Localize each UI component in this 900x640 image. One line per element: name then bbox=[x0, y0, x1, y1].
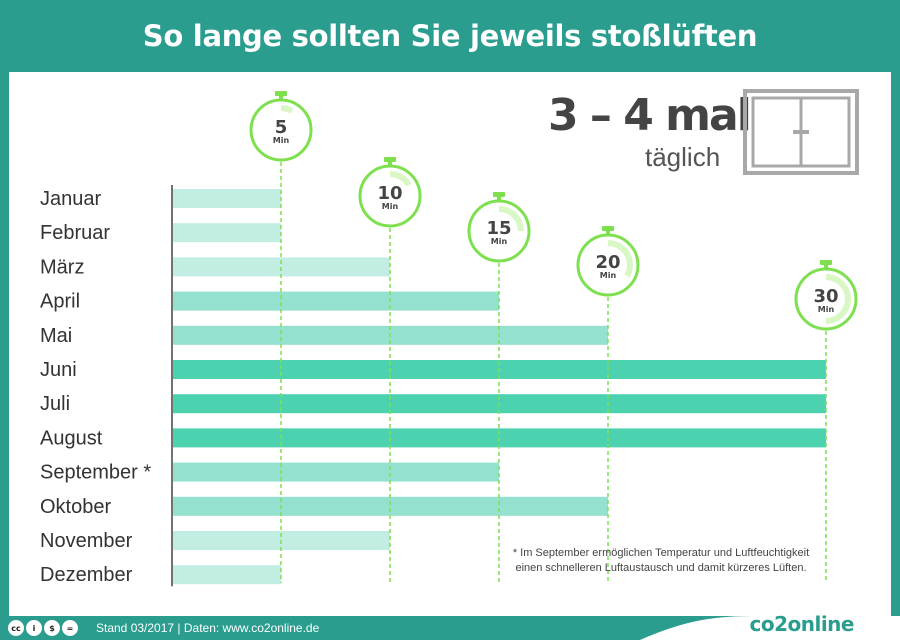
timer-unit: Min bbox=[273, 136, 290, 145]
timer-knob bbox=[820, 260, 832, 265]
frequency-sub: täglich bbox=[645, 142, 721, 172]
bar-januar bbox=[173, 189, 281, 208]
timer-knob bbox=[275, 91, 287, 96]
bar-oktober bbox=[173, 496, 608, 516]
timer-face bbox=[371, 177, 409, 215]
timer-stem bbox=[279, 95, 283, 100]
timer-unit: Min bbox=[491, 237, 508, 246]
timer-face bbox=[589, 246, 627, 284]
frequency-main: 3 – 4 mal bbox=[548, 90, 752, 141]
timer-face bbox=[807, 280, 845, 318]
footer: cc i $ = Stand 03/2017 | Daten: www.co2o… bbox=[0, 612, 900, 640]
timer-knob bbox=[602, 226, 614, 231]
timer-face bbox=[262, 111, 300, 149]
bar-august bbox=[173, 428, 826, 448]
header: So lange sollten Sie jeweils stoßlüften bbox=[0, 0, 900, 72]
footnote: * Im September ermöglichen Temperatur un… bbox=[486, 546, 836, 576]
timer-stem bbox=[606, 230, 610, 235]
month-label: Februar bbox=[40, 222, 110, 244]
month-label: September * bbox=[40, 462, 151, 484]
bar-februar bbox=[173, 223, 281, 243]
timer-stem bbox=[824, 264, 828, 269]
noderivatives-icon: = bbox=[62, 620, 78, 636]
footer-background bbox=[0, 616, 900, 640]
brand-logo: co2online bbox=[749, 612, 854, 636]
month-label: Dezember bbox=[40, 564, 133, 586]
timer-unit: Min bbox=[818, 305, 835, 314]
month-label: März bbox=[40, 256, 84, 278]
timer-unit: Min bbox=[382, 202, 399, 211]
month-label: Oktober bbox=[40, 496, 111, 518]
footer-text: Stand 03/2017 | Daten: www.co2online.de bbox=[96, 621, 320, 635]
month-label: Mai bbox=[40, 325, 72, 347]
bar-märz bbox=[173, 257, 390, 277]
month-label: November bbox=[40, 530, 133, 552]
window-icon bbox=[743, 89, 859, 175]
month-label: Juni bbox=[40, 359, 77, 381]
timer-face bbox=[480, 212, 518, 250]
footnote-line-1: * Im September ermöglichen Temperatur un… bbox=[512, 547, 810, 559]
footnote-line-2: einen schnelleren Luftaustausch und dami… bbox=[515, 562, 807, 574]
timer-knob bbox=[493, 192, 505, 197]
timer-value: 30 bbox=[813, 286, 838, 307]
attribution-icon: i bbox=[26, 620, 42, 636]
timer-value: 15 bbox=[486, 218, 511, 239]
timer-value: 5 bbox=[275, 117, 288, 138]
noncommercial-icon: $ bbox=[44, 620, 60, 636]
bar-september bbox=[173, 462, 499, 482]
timer-stem bbox=[497, 196, 501, 201]
timer-unit: Min bbox=[600, 271, 617, 280]
month-label: Januar bbox=[40, 188, 101, 210]
page-title: So lange sollten Sie jeweils stoßlüften bbox=[142, 19, 758, 53]
timer-value: 20 bbox=[595, 252, 620, 273]
month-label: April bbox=[40, 291, 80, 313]
bar-dezember bbox=[173, 565, 281, 585]
license-icons: cc i $ = bbox=[8, 620, 78, 636]
timer-value: 10 bbox=[377, 183, 402, 204]
cc-icon: cc bbox=[8, 620, 24, 636]
timer-knob bbox=[384, 157, 396, 162]
month-label: August bbox=[40, 427, 103, 449]
month-label: Juli bbox=[40, 393, 70, 415]
timer-stem bbox=[388, 161, 392, 166]
bar-april bbox=[173, 291, 499, 311]
